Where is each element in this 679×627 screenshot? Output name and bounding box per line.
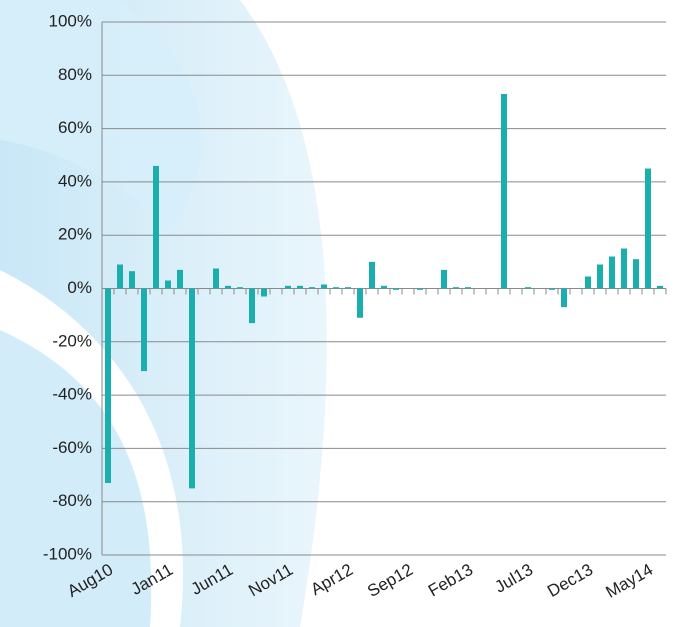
bar (141, 288, 147, 372)
bar (249, 288, 255, 324)
y-tick-label: -100% (43, 544, 92, 563)
bar (369, 261, 375, 289)
y-tick-label: 60% (58, 118, 92, 137)
bar (309, 287, 315, 289)
y-tick-label: -60% (52, 438, 92, 457)
bar (465, 287, 471, 289)
bar (321, 284, 327, 289)
bar (561, 288, 567, 308)
bar (225, 285, 231, 289)
x-tick-label: Jul13 (492, 560, 537, 597)
bar (441, 269, 447, 289)
bar (621, 248, 627, 289)
bar (597, 264, 603, 289)
y-tick-label: -80% (52, 491, 92, 510)
bar (501, 93, 507, 289)
bar (345, 287, 351, 289)
bar (105, 288, 111, 484)
bar (285, 285, 291, 289)
bar (357, 288, 363, 318)
bar (645, 168, 651, 289)
bar (213, 268, 219, 289)
bar (153, 165, 159, 289)
bar (117, 264, 123, 289)
x-tick-label: Apr12 (307, 560, 356, 599)
y-tick-label: -40% (52, 385, 92, 404)
bar (453, 287, 459, 289)
bar (261, 288, 267, 297)
y-tick-label: -20% (52, 331, 92, 350)
bar (165, 280, 171, 289)
bar (177, 269, 183, 289)
y-tick-label: 80% (58, 65, 92, 84)
bar (417, 288, 423, 290)
bar (237, 287, 243, 289)
bar (333, 287, 339, 289)
background-swoosh (0, 0, 327, 627)
bar (609, 256, 615, 289)
x-tick-label: May14 (603, 560, 657, 602)
bar (657, 285, 663, 289)
bar (525, 287, 531, 289)
y-tick-label: 20% (58, 225, 92, 244)
y-tick-label: 0% (67, 278, 92, 297)
bar (129, 271, 135, 289)
x-tick-label: Dec13 (544, 560, 596, 601)
y-tick-label: 100% (49, 11, 92, 30)
bar (189, 288, 195, 489)
bar (549, 288, 555, 290)
bar (393, 288, 399, 290)
x-tick-label: Sep12 (364, 560, 416, 601)
bar (633, 259, 639, 289)
y-tick-label: 40% (58, 171, 92, 190)
bar (381, 285, 387, 289)
bar (297, 285, 303, 289)
bar (585, 276, 591, 289)
x-tick-label: Feb13 (425, 560, 476, 601)
